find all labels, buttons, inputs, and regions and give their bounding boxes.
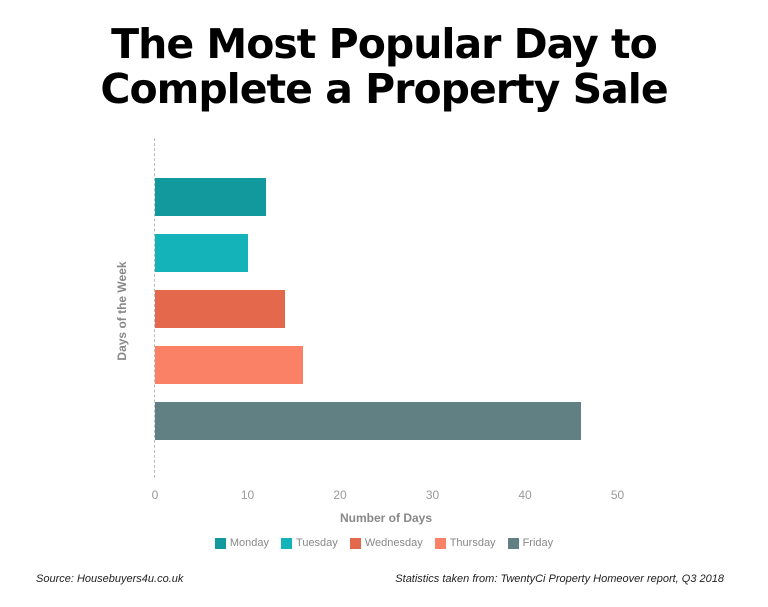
title-line-1: The Most Popular Day to: [111, 20, 658, 68]
y-axis-label: Days of the Week: [115, 261, 129, 361]
chart-title: The Most Popular Day to Complete a Prope…: [0, 22, 768, 112]
legend-label: Thursday: [449, 537, 496, 549]
legend-label: Friday: [522, 537, 554, 549]
legend-swatch: [349, 537, 361, 549]
title-line-2: Complete a Property Sale: [100, 65, 668, 113]
bar-tuesday[interactable]: [155, 234, 248, 272]
legend-item-thursday[interactable]: Thursday: [434, 537, 496, 549]
legend-swatch: [434, 537, 446, 549]
legend-item-wednesday[interactable]: Wednesday: [349, 537, 423, 549]
legend-item-friday[interactable]: Friday: [507, 537, 554, 549]
legend-swatch: [507, 537, 519, 549]
x-tick-label: 20: [333, 488, 347, 502]
x-tick-label: 30: [425, 488, 440, 502]
x-tick-label: 0: [151, 488, 159, 502]
chart-legend: Monday Tuesday Wednesday Thursday Friday: [0, 537, 768, 549]
source-note: Source: Housebuyers4u.co.uk: [36, 573, 184, 585]
legend-item-tuesday[interactable]: Tuesday: [281, 537, 338, 549]
bar-friday[interactable]: [155, 402, 581, 440]
bar-wednesday[interactable]: [155, 290, 285, 328]
legend-item-monday[interactable]: Monday: [214, 537, 270, 549]
legend-label: Wednesday: [364, 537, 423, 549]
legend-label: Tuesday: [296, 537, 338, 549]
x-tick-label: 40: [518, 488, 532, 502]
x-axis-label: Number of Days: [339, 511, 433, 525]
x-tick-label: 10: [240, 488, 255, 502]
bar-thursday[interactable]: [155, 346, 303, 384]
x-tick-label: 50: [610, 488, 625, 502]
legend-label: Monday: [229, 537, 270, 549]
statistics-note: Statistics taken from: TwentyCi Property…: [395, 573, 724, 585]
legend-swatch: [214, 537, 226, 549]
y-axis-line: [154, 138, 155, 478]
legend-swatch: [281, 537, 293, 549]
bar-monday[interactable]: [155, 178, 266, 216]
